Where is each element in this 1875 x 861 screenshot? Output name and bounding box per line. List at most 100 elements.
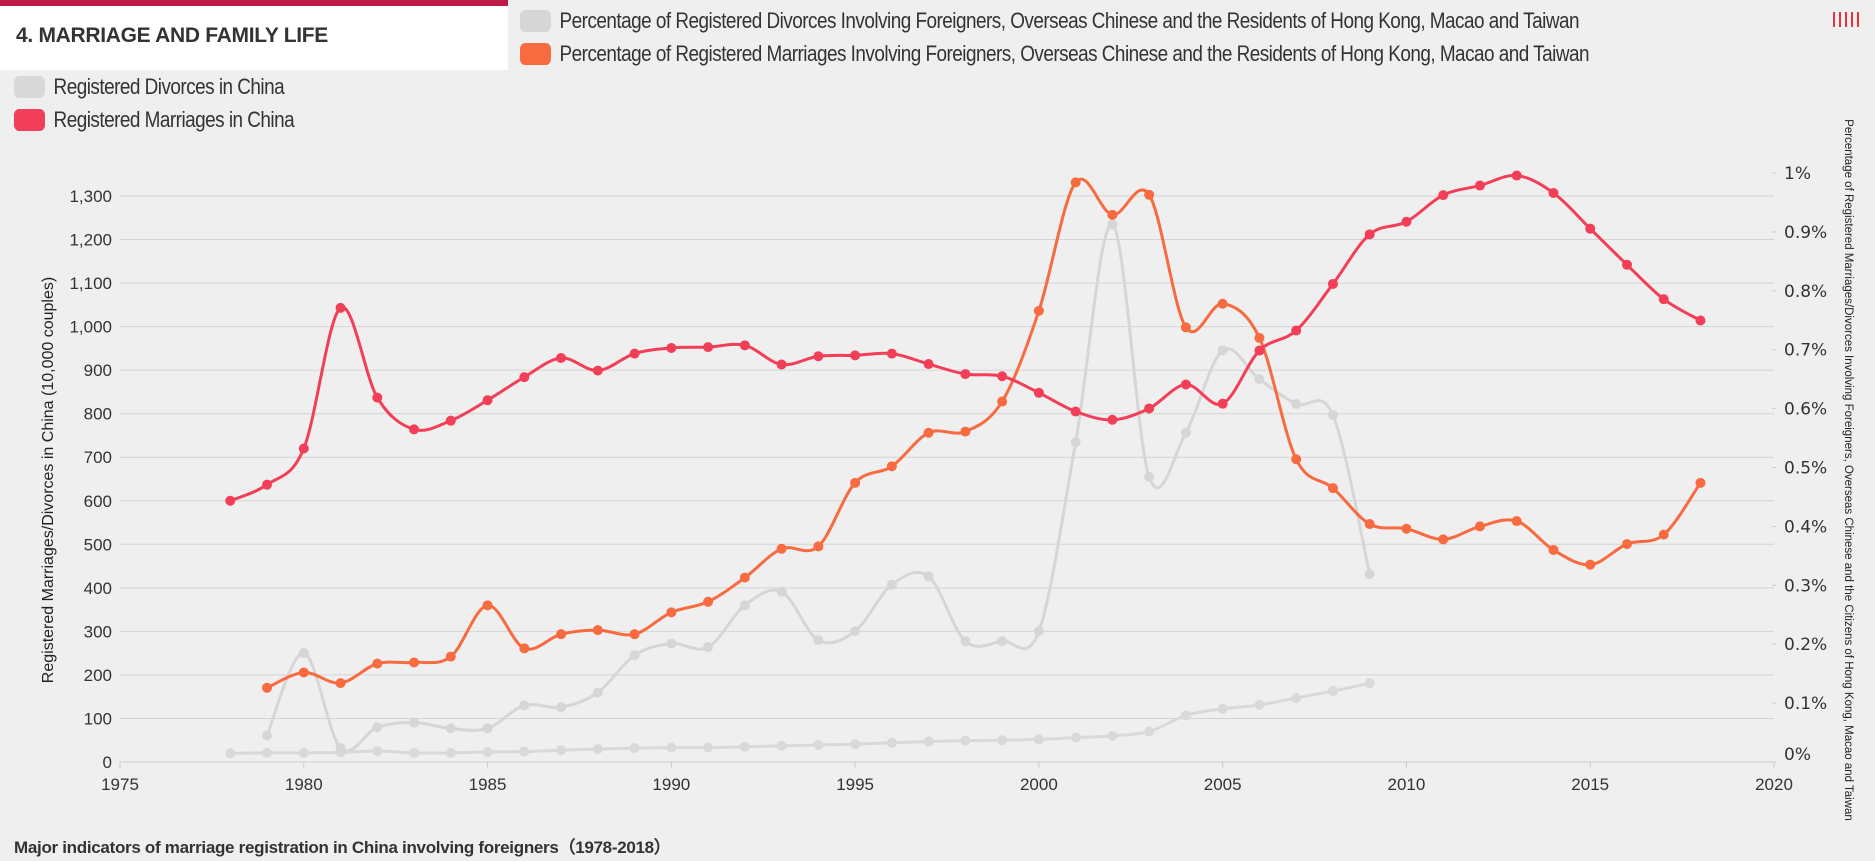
data-point	[1621, 259, 1632, 270]
data-point	[666, 342, 677, 353]
data-point	[556, 629, 567, 640]
axes: 0 100 200 300 400 500 600 700 800 900 1,000 1,100 1,…	[69, 164, 1827, 794]
data-point	[556, 745, 567, 756]
data-point	[776, 740, 787, 751]
data-point	[850, 739, 861, 750]
data-point	[776, 359, 787, 370]
data-point	[1180, 322, 1191, 333]
data-point	[1254, 699, 1265, 710]
chart-caption: Major indicators of marriage registratio…	[14, 838, 671, 857]
data-point	[813, 635, 824, 646]
data-point	[1254, 332, 1265, 343]
x-tick-label: 2005	[1204, 775, 1242, 794]
data-point	[298, 648, 309, 659]
data-point	[409, 747, 420, 758]
data-point	[850, 626, 861, 637]
data-point	[1033, 734, 1044, 745]
data-point	[1070, 177, 1081, 188]
data-point	[923, 736, 934, 747]
data-point	[372, 658, 383, 669]
data-point	[1327, 410, 1338, 421]
y2-tick-label: 0.1%	[1784, 694, 1827, 714]
data-point	[1107, 209, 1118, 220]
data-point	[1327, 686, 1338, 697]
y2-tick-label: 0.9%	[1784, 223, 1827, 243]
legend-label: Registered Divorces in China	[53, 74, 285, 99]
data-point	[1585, 559, 1596, 570]
data-point	[1291, 325, 1302, 336]
data-point	[1033, 305, 1044, 316]
legend-item-marriage-percentage[interactable]: Percentage of Registered Marriages Invol…	[520, 41, 1590, 67]
y2-tick-label: 0.8%	[1784, 282, 1827, 302]
data-point	[409, 657, 420, 668]
data-point	[923, 427, 934, 438]
data-point	[1107, 414, 1118, 425]
y2-tick-label: 0.6%	[1784, 400, 1827, 420]
data-point	[1658, 294, 1669, 305]
series-line	[229, 173, 1702, 503]
data-point	[519, 746, 530, 757]
data-point	[1254, 345, 1265, 356]
data-point	[1695, 477, 1706, 488]
x-tick-label: 2000	[1020, 775, 1058, 794]
menu-stripes-icon[interactable]	[1833, 12, 1859, 27]
y-tick-label: 300	[84, 622, 112, 641]
data-point	[1401, 523, 1412, 534]
data-point	[1107, 730, 1118, 741]
data-point	[1033, 387, 1044, 398]
data-point	[1511, 516, 1522, 527]
data-point	[262, 730, 273, 741]
data-point	[592, 743, 603, 754]
y-tick-label: 1,100	[69, 274, 112, 293]
data-point	[1070, 732, 1081, 743]
legend-item-divorces[interactable]: Registered Divorces in China	[14, 74, 285, 100]
data-point	[997, 396, 1008, 407]
y-tick-label: 1,200	[69, 231, 112, 250]
data-point	[519, 643, 530, 654]
data-point	[1658, 529, 1669, 540]
data-point	[1364, 569, 1375, 580]
x-tick-label: 1995	[836, 775, 874, 794]
section-title: 4. MARRIAGE AND FAMILY LIFE	[16, 24, 328, 47]
data-point	[1327, 483, 1338, 494]
x-tick-label: 1980	[285, 775, 323, 794]
y-axis-title: Registered Marriages/Divorces in China (…	[40, 277, 57, 683]
y-tick-label: 0	[103, 753, 112, 772]
legend-item-marriages[interactable]: Registered Marriages in China	[14, 107, 295, 133]
data-point	[666, 742, 677, 753]
data-point	[703, 742, 714, 753]
data-point	[372, 392, 383, 403]
data-point	[335, 678, 346, 689]
data-point	[776, 586, 787, 597]
data-point	[556, 702, 567, 713]
data-point	[666, 638, 677, 649]
data-point	[335, 742, 346, 753]
data-point	[997, 636, 1008, 647]
y2-tick-label: 0.5%	[1784, 459, 1827, 479]
data-point	[960, 426, 971, 437]
data-point	[1217, 398, 1228, 409]
data-point	[409, 424, 420, 435]
y-tick-label: 400	[84, 579, 112, 598]
legend-item-divorce-percentage[interactable]: Percentage of Registered Divorces Involv…	[520, 8, 1579, 34]
y2-tick-label: 0.7%	[1784, 341, 1827, 361]
data-point	[886, 461, 897, 472]
data-point	[1033, 626, 1044, 637]
series-layer	[225, 170, 1706, 759]
data-point	[960, 369, 971, 380]
y-tick-label: 900	[84, 361, 112, 380]
data-point	[1107, 219, 1118, 230]
data-point	[556, 352, 567, 363]
data-point	[592, 625, 603, 636]
data-point	[1621, 539, 1632, 550]
legend-swatch	[14, 109, 45, 131]
data-point	[372, 722, 383, 733]
data-point	[262, 682, 273, 693]
section-header: 4. MARRIAGE AND FAMILY LIFE	[0, 0, 508, 70]
data-point	[592, 687, 603, 698]
data-point	[960, 735, 971, 746]
y2-axis-title: Percentage of Registered Marriages/Divor…	[1842, 119, 1854, 821]
data-point	[445, 723, 456, 734]
data-point	[298, 667, 309, 678]
data-point	[1438, 190, 1449, 201]
